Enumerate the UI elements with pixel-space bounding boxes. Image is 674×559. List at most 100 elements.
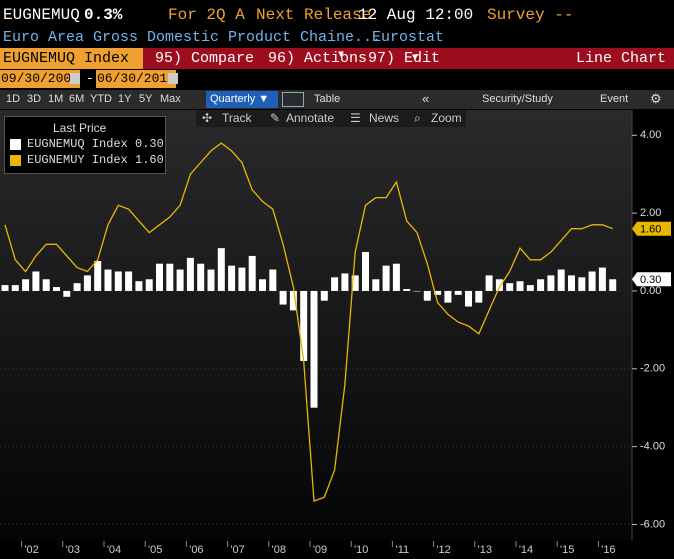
- bar: [300, 290, 308, 361]
- line-icon[interactable]: [282, 92, 304, 107]
- x-tick-label: '13: [478, 544, 492, 556]
- bar: [32, 271, 40, 291]
- description: Euro Area Gross Domestic Product Chaine.…: [3, 29, 382, 46]
- settings-button[interactable]: ⚙: [650, 91, 662, 106]
- bar: [145, 279, 153, 291]
- tool[interactable]: Annotate: [286, 111, 335, 125]
- bar: [42, 279, 50, 291]
- frequency[interactable]: Quarterly ▼: [206, 91, 278, 108]
- legend-value: 0.30: [135, 137, 164, 151]
- tool-icon: ✣: [202, 111, 213, 125]
- security[interactable]: EUGNEMUQ Index: [0, 48, 143, 69]
- legend-swatch: [10, 155, 21, 166]
- x-axis-strip: [0, 540, 674, 559]
- y-tick-label: 4.00: [640, 129, 661, 141]
- table-button[interactable]: Table: [314, 93, 341, 105]
- date-separator: -: [86, 71, 94, 86]
- bar: [289, 290, 297, 311]
- bar: [382, 265, 390, 291]
- bar: [176, 269, 184, 291]
- bar: [485, 275, 493, 291]
- calendar-icon[interactable]: [168, 73, 178, 84]
- header: EUGNEMUQ 0.3% For 2Q A Next Release 12 A…: [0, 0, 674, 29]
- bar: [598, 267, 606, 291]
- menu-item[interactable]: 95) Compare: [155, 50, 255, 67]
- x-tick-label: '07: [230, 544, 244, 556]
- range-button[interactable]: 1D: [6, 93, 21, 105]
- change: 0.3%: [84, 6, 123, 24]
- range-button[interactable]: 6M: [69, 93, 85, 105]
- range-button[interactable]: Max: [160, 93, 181, 105]
- bar: [228, 265, 236, 291]
- bar: [197, 263, 205, 291]
- bar: [320, 290, 328, 301]
- menu-item[interactable]: 96) Actions: [268, 50, 368, 67]
- bar: [372, 279, 380, 291]
- chart-type[interactable]: Line Chart: [575, 50, 666, 67]
- x-tick-label: '04: [107, 544, 121, 556]
- range-button[interactable]: 1M: [48, 93, 64, 105]
- release-label: Next Release: [256, 6, 372, 24]
- bar: [269, 269, 277, 291]
- chart: 4.00 2.00 0.00 -2.00 -4.00 -6.00 '02 '03 '04 '05 '…: [0, 110, 674, 559]
- value-tag: [632, 221, 671, 236]
- tool[interactable]: News: [369, 111, 400, 125]
- y-tick-label: -6.00: [640, 518, 665, 530]
- calendar-icon[interactable]: [70, 73, 80, 84]
- bar: [53, 287, 60, 291]
- bar: [248, 255, 256, 291]
- y-tick-label: -4.00: [640, 441, 665, 453]
- bar: [125, 271, 133, 291]
- bar: [547, 275, 555, 291]
- bar: [73, 283, 81, 291]
- tool[interactable]: Track: [222, 111, 252, 125]
- bar: [351, 275, 359, 291]
- start-date[interactable]: 09/30/2001: [0, 70, 81, 88]
- menu-item[interactable]: 97) Edit: [368, 50, 441, 67]
- bar: [495, 279, 503, 291]
- range-button[interactable]: 5Y: [139, 93, 153, 105]
- date-row: 09/30/2001 - 06/30/2016: [0, 70, 674, 88]
- bar: [392, 263, 400, 291]
- bar: [362, 252, 369, 291]
- range-button[interactable]: YTD: [90, 93, 112, 105]
- bar: [1, 285, 9, 291]
- range-button[interactable]: 3D: [27, 93, 42, 105]
- survey: Survey --: [487, 6, 574, 24]
- legend-value: 1.60: [135, 153, 164, 167]
- bar: [63, 290, 71, 297]
- back-button[interactable]: «: [422, 91, 430, 106]
- x-tick-label: '02: [24, 544, 38, 556]
- bar: [423, 290, 431, 301]
- bar: [94, 260, 102, 291]
- legend-swatch: [10, 139, 21, 150]
- source: Eurostat: [372, 29, 445, 46]
- tool[interactable]: Zoom: [431, 111, 462, 125]
- y-tick-label: 0.00: [640, 285, 661, 297]
- bar: [238, 267, 246, 291]
- dropdown-arrow: ▼: [338, 50, 345, 61]
- bar: [444, 290, 452, 303]
- bar: [434, 290, 442, 295]
- chart-tools: ✣ Track ✎ Annotate ☰ News ⌕ Zoom: [196, 110, 466, 127]
- bar: [341, 273, 349, 291]
- bar: [506, 283, 514, 291]
- bar: [259, 279, 266, 291]
- bar: [166, 263, 174, 291]
- range-button[interactable]: 1Y: [118, 93, 132, 105]
- study-button[interactable]: Security/Study: [482, 93, 553, 105]
- line: [4, 142, 613, 503]
- event-button[interactable]: Event: [600, 93, 629, 105]
- legend: Last Price EUGNEMUQ Index 0.30 EUGNEMUY …: [4, 116, 166, 174]
- ticker: EUGNEMUQ: [3, 6, 80, 24]
- bar: [83, 275, 91, 291]
- tool-icon: ✎: [270, 111, 281, 125]
- end-date[interactable]: 06/30/2016: [96, 70, 177, 88]
- value-tag: [632, 272, 671, 287]
- legend-entry: EUGNEMUY Index 1.60: [27, 153, 164, 167]
- period: For 2Q A: [168, 6, 245, 24]
- bar: [217, 248, 225, 291]
- x-tick-label: '16: [601, 544, 615, 556]
- bar: [537, 279, 545, 291]
